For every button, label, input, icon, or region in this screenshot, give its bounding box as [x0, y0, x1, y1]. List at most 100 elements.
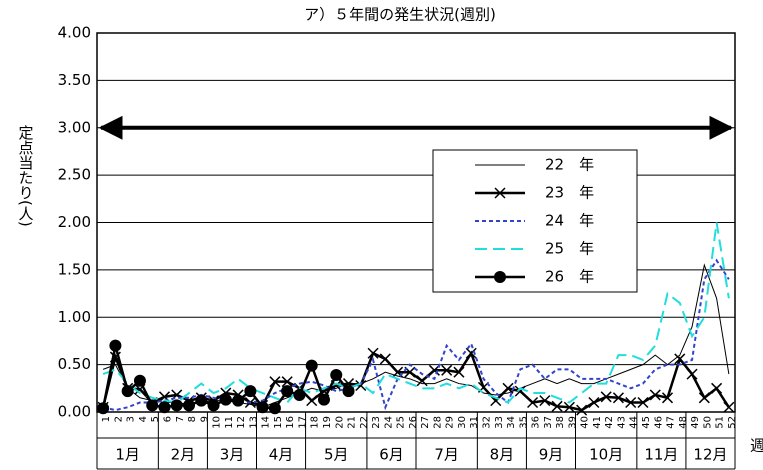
- legend-box: [432, 149, 638, 293]
- legend-label: 23 年: [545, 184, 594, 202]
- month-label: 12月: [693, 446, 727, 464]
- legend-label: 24 年: [545, 212, 594, 230]
- x-tick-label: 15: [273, 416, 284, 429]
- point: [711, 382, 723, 394]
- month-label: 9月: [539, 446, 564, 464]
- month-label: 4月: [269, 446, 294, 464]
- point: [539, 395, 551, 407]
- x-tick-label: 29: [445, 416, 456, 429]
- x-tick-label: 35: [518, 416, 529, 429]
- x-tick-label: 42: [604, 416, 615, 429]
- month-label: 2月: [171, 446, 196, 464]
- x-tick-label: 38: [555, 416, 566, 429]
- point: [649, 389, 661, 401]
- point: [232, 394, 245, 407]
- point: [305, 359, 318, 372]
- point: [121, 385, 134, 398]
- point: [281, 385, 294, 398]
- x-tick-label: 30: [457, 416, 468, 429]
- x-tick-label: 27: [420, 416, 431, 429]
- point: [330, 369, 343, 382]
- x-tick-label: 51: [715, 416, 726, 429]
- point: [698, 392, 710, 404]
- y-tick-label: 3.50: [58, 71, 91, 89]
- x-tick-label: 11: [224, 416, 235, 429]
- month-label: 6月: [379, 446, 404, 464]
- x-tick-label: 12: [236, 416, 247, 429]
- point: [244, 385, 257, 398]
- x-tick-label: 21: [347, 416, 358, 429]
- x-tick-label: 23: [371, 416, 382, 429]
- point: [588, 396, 600, 409]
- point: [183, 399, 196, 412]
- point: [109, 339, 122, 352]
- x-tick-label: 33: [494, 416, 505, 429]
- y-tick-label: 1.50: [58, 260, 91, 278]
- x-tick-label: 48: [678, 416, 689, 429]
- y-tick-label: 0.50: [58, 355, 91, 373]
- month-label: 3月: [220, 446, 245, 464]
- y-tick-label: 1.00: [58, 308, 91, 326]
- point: [625, 396, 637, 409]
- x-tick-label: 13: [248, 416, 259, 429]
- x-tick-label: 43: [616, 416, 627, 429]
- x-tick-label: 17: [297, 416, 308, 429]
- month-label: 1月: [115, 446, 140, 464]
- series-line: [102, 263, 730, 408]
- point: [195, 394, 208, 407]
- y-tick-label: 2.00: [58, 213, 91, 231]
- y-tick-label: 4.00: [58, 24, 91, 42]
- x-tick-label: 4: [138, 416, 149, 422]
- x-tick-label: 16: [285, 416, 296, 429]
- point: [502, 382, 514, 394]
- x-axis-label: 週: [750, 437, 763, 455]
- point: [268, 402, 281, 415]
- x-tick-label: 26: [408, 416, 419, 429]
- month-label: 10月: [589, 446, 623, 464]
- month-label: 11月: [644, 446, 678, 464]
- point: [256, 401, 269, 414]
- point: [146, 399, 159, 412]
- point: [551, 400, 563, 412]
- point: [723, 401, 735, 413]
- point: [612, 392, 624, 404]
- point: [207, 399, 220, 412]
- legend-label: 25 年: [545, 240, 594, 258]
- x-tick-label: 49: [690, 416, 701, 429]
- point: [367, 347, 379, 359]
- point: [342, 385, 355, 398]
- x-tick-label: 31: [469, 416, 480, 429]
- point: [306, 395, 318, 407]
- x-tick-label: 6: [162, 416, 173, 422]
- x-tick-label: 10: [212, 416, 223, 429]
- point: [281, 376, 293, 388]
- x-tick-label: 3: [126, 416, 137, 422]
- x-tick-label: 24: [383, 416, 394, 429]
- point: [158, 401, 171, 414]
- point: [453, 366, 465, 378]
- y-tick-label: 2.50: [58, 166, 91, 184]
- x-tick-label: 28: [432, 416, 443, 429]
- point: [441, 364, 453, 376]
- point: [674, 353, 686, 365]
- x-tick-label: 32: [481, 416, 492, 429]
- x-tick-label: 22: [359, 416, 370, 429]
- legend-marker: [494, 271, 506, 283]
- x-tick-label: 44: [629, 416, 640, 429]
- x-tick-label: 40: [580, 416, 591, 429]
- point: [379, 353, 391, 365]
- point: [293, 388, 306, 401]
- x-tick-label: 47: [666, 416, 677, 429]
- x-tick-label: 41: [592, 416, 603, 429]
- point: [355, 379, 367, 392]
- point: [527, 396, 539, 409]
- month-label: 5月: [324, 446, 349, 464]
- point: [416, 375, 428, 387]
- series-line: [102, 258, 730, 412]
- x-tick-label: 14: [261, 416, 272, 429]
- point: [133, 374, 146, 387]
- point: [465, 347, 477, 359]
- x-tick-label: 50: [702, 416, 713, 429]
- y-tick-label: 0.00: [58, 403, 91, 421]
- point: [317, 393, 330, 406]
